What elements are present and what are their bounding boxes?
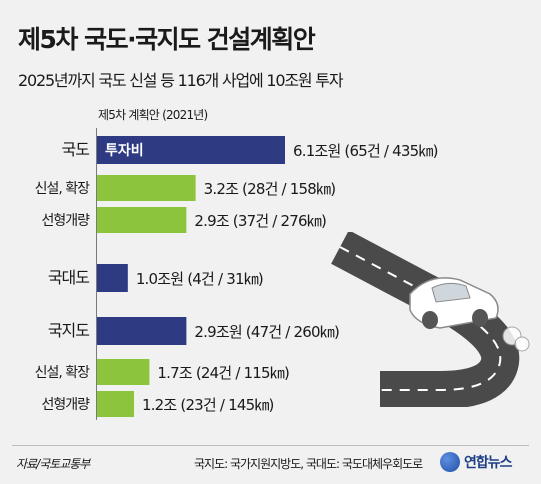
brand-name: 연합뉴스 (464, 455, 513, 471)
exhaust-cloud (502, 326, 530, 352)
bar-inner-label: 투자비 (105, 143, 144, 159)
category-label: 국도 (62, 140, 90, 159)
category-label: 선형개량 (41, 213, 90, 229)
category-label: 신설, 확장 (35, 365, 91, 381)
category-label: 국대도 (48, 268, 89, 287)
car-icon (409, 277, 499, 329)
bar (97, 207, 187, 233)
abbreviation-note: 국지도: 국가지원지방도, 국대도: 국도대체우회도로 (194, 457, 423, 471)
value-label: 1.7조 (24건 / 115㎞) (157, 364, 289, 382)
plan-label: 제5차 계획안 (2021년) (98, 108, 208, 122)
value-label: 6.1조원 (65건 / 435㎞) (293, 142, 438, 160)
bar (97, 317, 187, 345)
brand-logo: 연합뉴스 (440, 451, 513, 473)
value-label: 2.9조 (37건 / 276㎞) (194, 212, 326, 230)
value-label: 2.9조원 (47건 / 260㎞) (194, 323, 339, 341)
yonhap-logo-icon (440, 452, 460, 472)
value-label: 1.0조원 (4건 / 31㎞) (136, 270, 263, 288)
bar (97, 136, 285, 164)
bar (97, 391, 134, 417)
value-label: 3.2조 (28건 / 158㎞) (204, 180, 336, 198)
source-note: 자료/국토교통부 (16, 457, 90, 471)
bar (97, 359, 150, 385)
category-label: 국지도 (48, 321, 89, 340)
bar-chart: 국도 투자비 6.1조원 (65건 / 435㎞) 신설, 확장 3.2조 (28건 /… (35, 136, 438, 417)
bar (97, 175, 196, 201)
bar (97, 264, 128, 292)
category-label: 신설, 확장 (35, 181, 91, 197)
road-car-illustration (331, 232, 530, 407)
category-label: 선형개량 (41, 397, 90, 413)
chart-subtitle: 2025년까지 국도 신설 등 116개 사업에 10조원 투자 (18, 71, 344, 90)
footer-divider (12, 445, 529, 446)
axis-line (96, 128, 97, 420)
value-label: 1.2조 (23건 / 145㎞) (142, 396, 274, 414)
chart-title: 제5차 국도·국지도 건설계획안 (18, 25, 316, 54)
